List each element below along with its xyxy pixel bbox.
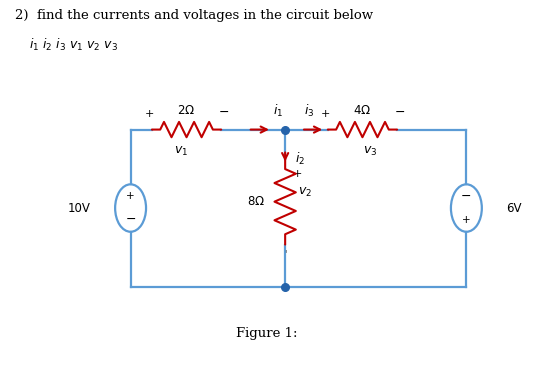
Text: +: + (126, 191, 135, 201)
Text: $i_1$ $i_2$ $i_3$ $v_1$ $v_2$ $v_3$: $i_1$ $i_2$ $i_3$ $v_1$ $v_2$ $v_3$ (29, 36, 118, 53)
Text: −: − (219, 106, 229, 119)
Text: $v_2$: $v_2$ (298, 186, 312, 199)
Text: $i_2$: $i_2$ (295, 151, 305, 167)
Text: 2)  find the currents and voltages in the circuit below: 2) find the currents and voltages in the… (15, 9, 373, 22)
Text: $v_1$: $v_1$ (174, 145, 188, 158)
Text: −: − (461, 190, 472, 203)
Text: $i_3$: $i_3$ (304, 103, 314, 119)
Text: $2\Omega$: $2\Omega$ (177, 104, 196, 117)
Text: $4\Omega$: $4\Omega$ (353, 104, 372, 117)
Text: 6V: 6V (506, 201, 522, 215)
Text: Figure 1:: Figure 1: (236, 327, 297, 340)
Text: 10V: 10V (68, 201, 91, 215)
Text: −: − (125, 213, 136, 226)
Text: +: + (462, 215, 471, 225)
Text: $i_1$: $i_1$ (273, 103, 284, 119)
Text: ': ' (284, 249, 286, 259)
Text: +: + (320, 109, 330, 119)
Text: +: + (144, 109, 154, 119)
Text: −: − (394, 106, 405, 119)
Text: $v_3$: $v_3$ (364, 145, 377, 158)
Text: $8\Omega$: $8\Omega$ (247, 195, 265, 208)
Text: +: + (293, 169, 303, 179)
